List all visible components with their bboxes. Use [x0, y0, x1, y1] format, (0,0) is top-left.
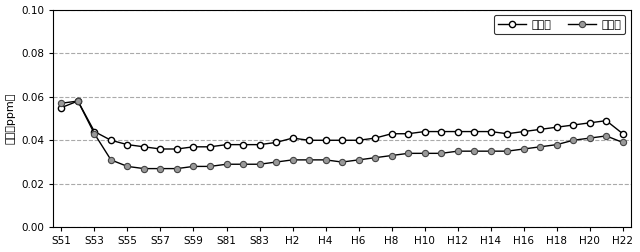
自排局 — [437, 152, 445, 155]
一般局 — [454, 130, 461, 133]
一般局 — [189, 145, 197, 148]
自排局 — [74, 100, 82, 103]
一般局 — [91, 130, 99, 133]
自排局 — [107, 158, 115, 161]
一般局 — [74, 100, 82, 103]
一般局 — [470, 130, 478, 133]
自排局 — [206, 165, 214, 168]
自排局 — [157, 167, 164, 170]
一般局 — [536, 128, 544, 131]
自排局 — [339, 161, 346, 164]
自排局 — [58, 102, 65, 105]
自排局 — [355, 158, 362, 161]
自排局 — [454, 150, 461, 153]
一般局 — [140, 145, 148, 148]
一般局 — [437, 130, 445, 133]
自排局 — [388, 154, 396, 157]
一般局 — [404, 132, 412, 135]
自排局 — [289, 158, 296, 161]
一般局 — [107, 139, 115, 142]
自排局 — [487, 150, 495, 153]
一般局 — [570, 123, 577, 127]
一般局 — [619, 132, 627, 135]
自排局 — [536, 145, 544, 148]
一般局 — [388, 132, 396, 135]
一般局 — [355, 139, 362, 142]
一般局 — [520, 130, 527, 133]
自排局 — [553, 143, 561, 146]
自排局 — [124, 165, 131, 168]
一般局 — [239, 143, 247, 146]
一般局 — [371, 137, 379, 140]
自排局 — [570, 139, 577, 142]
自排局 — [520, 147, 527, 150]
一般局 — [503, 132, 511, 135]
一般局 — [487, 130, 495, 133]
Legend: 一般局, 自排局: 一般局, 自排局 — [493, 15, 625, 34]
一般局 — [305, 139, 313, 142]
一般局 — [124, 143, 131, 146]
一般局 — [206, 145, 214, 148]
Line: 自排局: 自排局 — [58, 98, 626, 172]
Y-axis label: 濃度（ppm）: 濃度（ppm） — [6, 93, 15, 144]
一般局 — [157, 147, 164, 150]
一般局 — [602, 119, 610, 122]
自排局 — [189, 165, 197, 168]
自排局 — [272, 161, 280, 164]
自排局 — [256, 163, 264, 166]
自排局 — [91, 132, 99, 135]
自排局 — [586, 137, 593, 140]
Line: 一般局: 一般局 — [58, 98, 626, 152]
一般局 — [289, 137, 296, 140]
自排局 — [305, 158, 313, 161]
自排局 — [223, 163, 230, 166]
自排局 — [421, 152, 429, 155]
自排局 — [602, 134, 610, 137]
自排局 — [470, 150, 478, 153]
自排局 — [404, 152, 412, 155]
一般局 — [421, 130, 429, 133]
一般局 — [553, 126, 561, 129]
一般局 — [223, 143, 230, 146]
自排局 — [619, 141, 627, 144]
一般局 — [272, 141, 280, 144]
自排局 — [371, 156, 379, 159]
一般局 — [322, 139, 330, 142]
自排局 — [239, 163, 247, 166]
自排局 — [322, 158, 330, 161]
自排局 — [173, 167, 181, 170]
一般局 — [256, 143, 264, 146]
一般局 — [586, 121, 593, 124]
一般局 — [58, 106, 65, 109]
自排局 — [140, 167, 148, 170]
自排局 — [503, 150, 511, 153]
一般局 — [339, 139, 346, 142]
一般局 — [173, 147, 181, 150]
